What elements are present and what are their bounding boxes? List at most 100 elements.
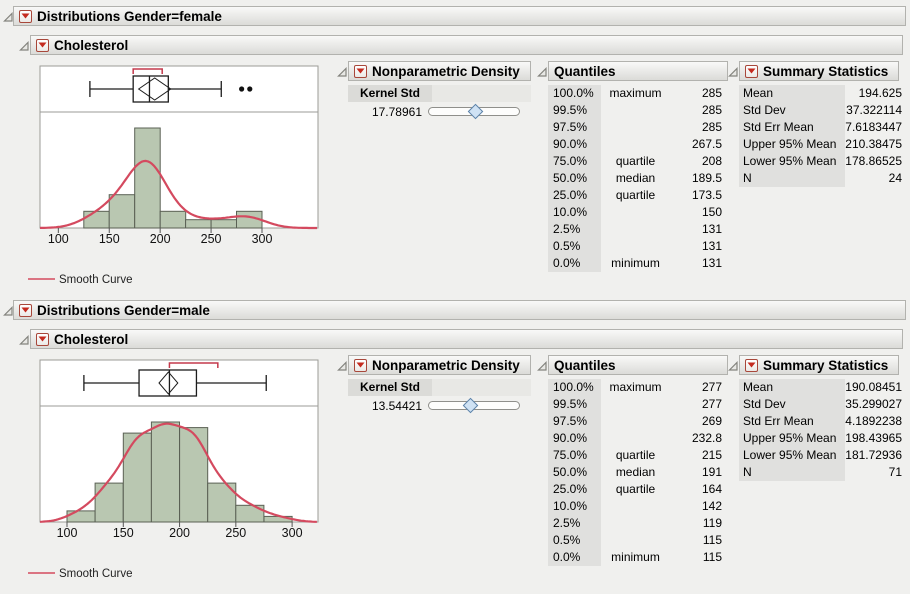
disclosure-triangle[interactable] [537,359,548,371]
panel-title: Nonparametric Density [372,63,520,79]
red-triangle-menu-button[interactable] [354,64,367,78]
kernel-std-value[interactable]: 17.78961 [371,105,422,119]
quantile-label: median [615,171,656,185]
disclosure-triangle[interactable] [3,10,14,22]
distribution-plot[interactable]: 100 150 200 250 300 Smooth Curve [0,61,337,299]
histogram-bar[interactable] [179,427,209,523]
panel-header-quantiles[interactable]: Quantiles [548,61,728,81]
panel-header-density[interactable]: Nonparametric Density [348,61,531,81]
panel-header-summary[interactable]: Summary Statistics [739,61,899,81]
histogram-bar[interactable] [235,504,265,523]
red-triangle-menu-button[interactable] [19,303,32,317]
kernel-header-row: Kernel Std [348,379,531,396]
disclosure-icon [728,67,738,77]
outline-header-distributions[interactable]: Distributions Gender=male [13,300,906,320]
x-axis[interactable]: 100 150 200 250 300 [57,522,303,540]
quantile-percent: 99.5% [548,396,601,413]
box[interactable] [138,369,198,397]
disclosure-triangle[interactable] [19,39,30,51]
red-triangle-menu-button[interactable] [354,358,367,372]
quantile-value: 285 [701,103,722,117]
quantile-label [601,119,670,136]
summary-row: Lower 95% Mean 181.72936 [739,447,902,464]
histogram-bar[interactable] [150,421,180,523]
quantile-percent: 50.0% [548,464,601,481]
x-axis[interactable]: 100 150 200 250 300 [48,228,273,246]
disclosure-triangle[interactable] [728,359,739,371]
quantile-percent: 100.0% [548,85,601,102]
histogram-bar[interactable] [134,127,161,229]
quantile-label [601,221,670,238]
quantile-percent: 10.0% [548,498,601,515]
disclosure-triangle[interactable] [337,65,348,77]
histogram-bar[interactable] [94,482,124,523]
disclosure-icon [3,12,13,22]
histogram-bar[interactable] [83,210,110,229]
outline-header-variable[interactable]: Cholesterol [30,329,903,349]
variable-title: Cholesterol [54,331,129,347]
histogram-bar[interactable] [210,219,238,229]
quantile-value: 150 [701,205,722,219]
quantile-row: 75.0% quartile 215 [548,447,722,464]
kernel-std-value[interactable]: 13.54421 [371,399,422,413]
quantile-row: 50.0% median 191 [548,464,722,481]
summary-row: Std Err Mean 4.1892238 [739,413,902,430]
red-triangle-menu-button[interactable] [745,64,758,78]
mean-diamond [158,371,179,395]
panel-header-quantiles[interactable]: Quantiles [548,355,728,375]
quantile-percent: 0.0% [548,549,601,566]
outline-header-variable[interactable]: Cholesterol [30,35,903,55]
summary-row: N 24 [739,170,902,187]
outlier-point[interactable] [239,86,245,92]
red-triangle-icon [21,307,30,313]
quantile-row: 0.0% minimum 131 [548,255,722,272]
histogram-bar[interactable] [66,510,96,523]
box[interactable] [132,75,169,103]
histogram[interactable] [66,421,293,523]
quantile-row: 97.5% 269 [548,413,722,430]
kernel-std-slider[interactable] [428,397,520,414]
quantile-row: 90.0% 267.5 [548,136,722,153]
outlier-point[interactable] [247,86,253,92]
boxplot[interactable] [83,369,267,397]
red-triangle-menu-button[interactable] [19,9,32,23]
kernel-std-slider[interactable] [428,103,520,120]
smooth-curve [39,422,317,523]
quantile-percent: 0.5% [548,532,601,549]
panel-header-density[interactable]: Nonparametric Density [348,355,531,375]
disclosure-icon [537,361,547,371]
quantile-percent: 97.5% [548,119,601,136]
summary-row: Mean 190.08451 [739,379,902,396]
distribution-plot[interactable]: 100 150 200 250 300 Smooth Curve [0,355,337,593]
panel-header-summary[interactable]: Summary Statistics [739,355,899,375]
statistic-value: 71 [888,465,902,479]
red-triangle-icon [747,68,756,74]
histogram-bar[interactable] [122,432,152,523]
quantile-label: quartile [615,448,656,462]
red-triangle-menu-button[interactable] [745,358,758,372]
red-triangle-menu-button[interactable] [36,332,49,346]
disclosure-icon [537,67,547,77]
disclosure-triangle[interactable] [537,65,548,77]
statistic-value: 178.86525 [845,154,902,168]
disclosure-triangle[interactable] [337,359,348,371]
statistic-label: N [739,170,845,187]
panel-title: Summary Statistics [763,63,889,79]
plot-frame [39,65,319,229]
disclosure-triangle[interactable] [19,333,30,345]
histogram-bar[interactable] [108,194,136,229]
quantile-label [601,498,670,515]
quantile-row: 90.0% 232.8 [548,430,722,447]
panel-title: Quantiles [554,63,616,79]
quantile-value: 285 [701,86,722,100]
histogram-bar[interactable] [185,219,212,229]
quantile-row: 2.5% 131 [548,221,722,238]
histogram-bar[interactable] [159,210,187,229]
red-triangle-menu-button[interactable] [36,38,49,52]
quantile-value: 119 [702,516,722,530]
disclosure-triangle[interactable] [728,65,739,77]
boxplot[interactable] [89,75,222,103]
histogram[interactable] [83,127,263,229]
disclosure-triangle[interactable] [3,304,14,316]
outline-header-distributions[interactable]: Distributions Gender=female [13,6,906,26]
